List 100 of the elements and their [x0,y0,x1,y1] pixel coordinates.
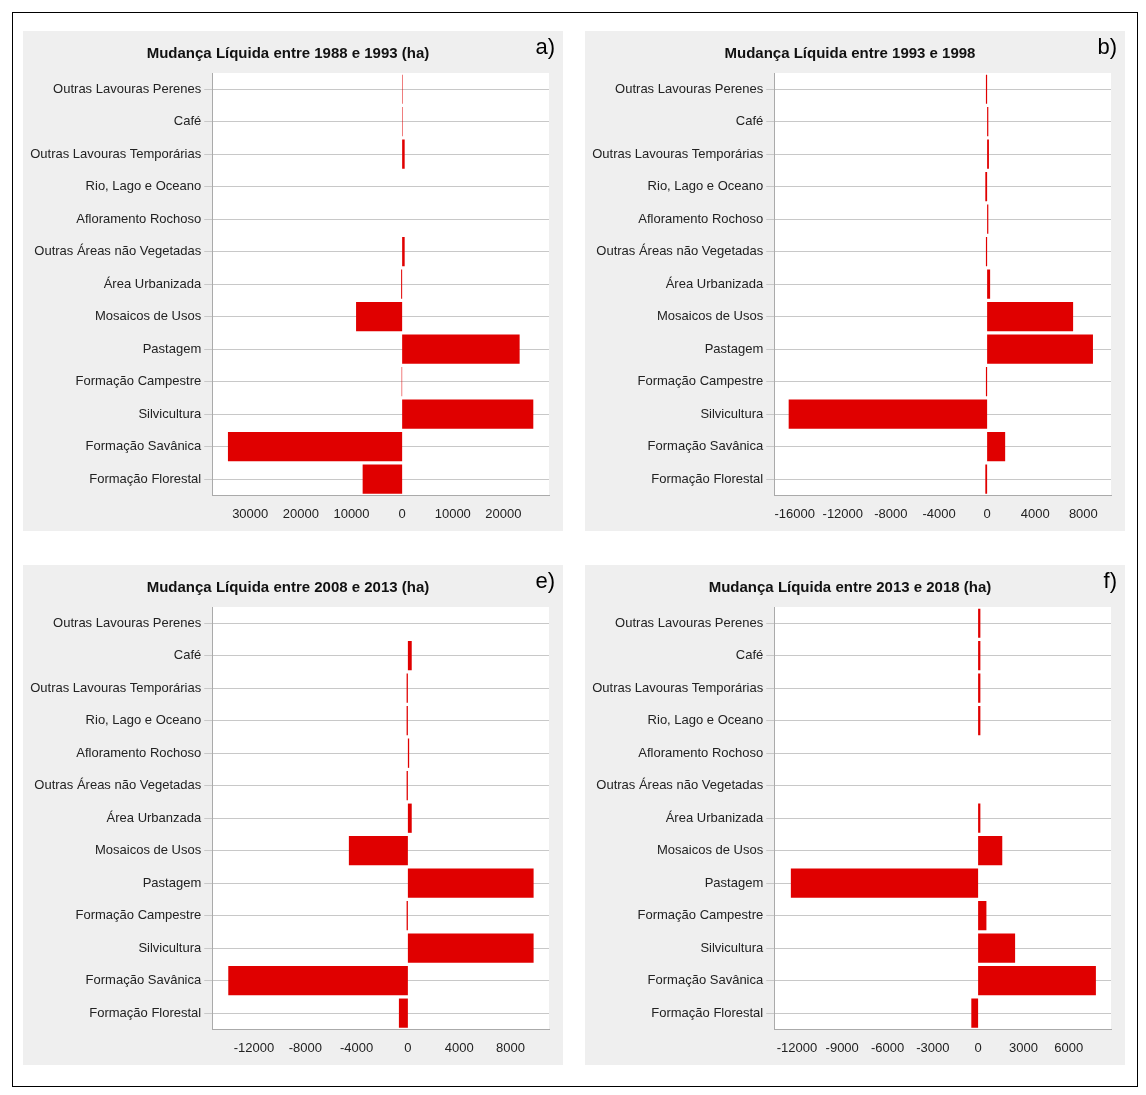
y-tick-label: Formação Florestal [651,470,764,486]
y-tick-label: Pastagem [142,340,202,356]
bar [227,432,403,462]
y-tick-label: Área Urbanzada [106,809,203,825]
text: f) [1103,568,1117,594]
text: b) [1097,34,1117,60]
bar [362,464,403,494]
text: e) [535,568,555,594]
bar [971,998,979,1028]
y-tick-label: Formação Campestre [637,373,764,389]
y-tick-label: Formação Florestal [651,1004,764,1020]
bar [407,933,534,963]
y-tick-label: Rio, Lago e Oceano [85,712,202,728]
x-tick-label: -4000 [339,1039,374,1055]
bar [356,302,403,332]
y-tick-label: Outras Lavouras Perenes [615,614,764,630]
bar [348,836,408,866]
y-tick-label: Mosaicos de Usos [657,842,764,858]
bar [978,836,1003,866]
y-tick-label: Outras Áreas não Vegetadas [596,777,764,793]
y-tick-label: Rio, Lago e Oceano [647,712,764,728]
y-tick-label: Pastagem [704,874,764,890]
y-tick-label: Afloramento Rochoso [76,210,202,226]
bar [788,399,988,429]
x-tick-label: -16000 [774,505,815,521]
y-tick-label: Formação Campestre [75,907,202,923]
x-tick-label: 6000 [1054,1039,1084,1055]
x-tick-label: -4000 [922,505,956,521]
y-tick-label: Afloramento Rochoso [638,210,764,226]
y-tick-label: Formação Savânica [85,438,202,454]
x-tick-label: 0 [398,505,406,521]
y-tick-label: Formação Campestre [637,907,764,923]
y-tick-label: Café [173,113,202,129]
y-tick-label: Área Urbanizada [665,809,765,825]
chart-title: Mudança Líquida entre 2008 e 2013 (ha) [146,578,430,596]
x-tick-label: -9000 [825,1039,859,1055]
chart-title: Mudança Líquida entre 1988 e 1993 (ha) [146,44,430,62]
bar [987,334,1093,364]
bar [407,868,534,898]
x-tick-label: 3000 [1008,1039,1038,1055]
bar [978,933,1016,963]
chart-title: Mudança Líquida entre 2013 e 2018 (ha) [708,578,992,596]
y-tick-label: Mosaicos de Usos [657,308,764,324]
y-tick-label: Café [735,647,764,663]
y-tick-label: Área Urbanizada [103,275,203,291]
y-tick-label: Formação Savânica [647,972,764,988]
bar [402,399,534,429]
y-tick-label: Pastagem [704,340,764,356]
y-tick-label: Outras Lavouras Temporárias [592,679,764,695]
x-tick-label: -12000 [776,1039,818,1055]
y-tick-label: Outras Lavouras Perenes [615,80,764,96]
bar [402,139,405,169]
x-tick-label: -12000 [822,505,864,521]
x-tick-label: -3000 [916,1039,950,1055]
x-tick-label: 4000 [1020,505,1050,521]
x-tick-label: 20000 [282,505,319,521]
y-tick-label: Café [173,647,202,663]
y-tick-label: Silvicultura [700,405,765,421]
y-tick-label: Rio, Lago e Oceano [647,178,764,194]
bar [407,803,412,833]
x-tick-label: 4000 [444,1039,474,1055]
x-tick-label: 8000 [496,1039,525,1055]
y-tick-label: Outras Lavouras Perenes [53,80,202,96]
bar [228,966,408,996]
y-tick-label: Mosaicos de Usos [95,842,202,858]
bar [407,641,412,671]
y-tick-label: Outras Lavouras Temporárias [30,679,202,695]
y-tick-label: Formação Savânica [647,438,764,454]
x-tick-label: 30000 [232,505,269,521]
y-tick-label: Formação Savânica [85,972,202,988]
bar [987,432,1006,462]
y-tick-label: Outras Lavouras Temporárias [592,145,764,161]
y-tick-label: Silvicultura [138,939,203,955]
y-tick-label: Afloramento Rochoso [76,744,202,760]
y-tick-label: Mosaicos de Usos [95,308,202,324]
y-tick-label: Formação Campestre [75,373,202,389]
x-tick-label: -8000 [874,505,908,521]
bar [978,901,987,931]
y-tick-label: Silvicultura [138,405,203,421]
y-tick-label: Rio, Lago e Oceano [85,178,202,194]
y-tick-label: Café [735,113,764,129]
bar [398,998,408,1028]
x-tick-label: 0 [983,505,991,521]
y-tick-label: Formação Florestal [89,1004,202,1020]
bar [978,966,1096,996]
x-tick-label: 0 [974,1039,982,1055]
y-tick-label: Outras Áreas não Vegetadas [34,243,202,259]
y-tick-label: Outras Áreas não Vegetadas [34,777,202,793]
x-tick-label: -6000 [870,1039,905,1055]
y-tick-label: Outras Lavouras Perenes [53,614,202,630]
x-tick-label: 10000 [434,505,471,521]
bar [402,237,405,267]
bar [987,302,1074,332]
y-tick-label: Formação Florestal [89,470,202,486]
chart-title: Mudança Líquida entre 1993 e 1998 [724,44,976,62]
y-tick-label: Área Urbanizada [665,275,765,291]
y-tick-label: Pastagem [142,874,202,890]
x-tick-label: -8000 [288,1039,322,1055]
bar [402,334,520,364]
y-tick-label: Silvicultura [700,939,765,955]
